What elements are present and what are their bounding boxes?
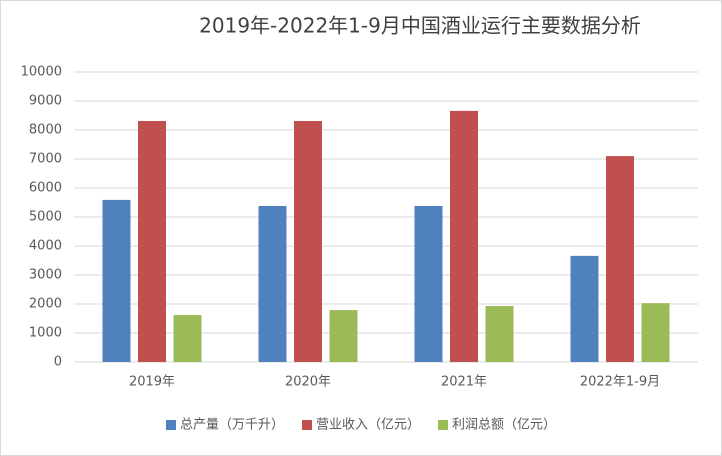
x-tick-label: 2019年 xyxy=(129,375,175,390)
x-tick-label: 2021年 xyxy=(441,375,487,390)
y-tick-label: 0 xyxy=(54,355,62,370)
legend-label: 营业收入（亿元） xyxy=(316,418,420,433)
bar xyxy=(485,306,514,362)
bar xyxy=(294,121,322,362)
y-tick-label: 6000 xyxy=(29,181,62,196)
y-tick-label: 1000 xyxy=(29,326,62,341)
bar xyxy=(450,110,478,362)
legend-swatch xyxy=(301,420,312,430)
legend-label: 利润总额（亿元） xyxy=(452,418,556,433)
y-tick-label: 7000 xyxy=(29,152,62,167)
bar xyxy=(641,303,670,362)
y-tick-label: 3000 xyxy=(29,268,62,283)
bar xyxy=(138,121,166,362)
y-tick-label: 4000 xyxy=(29,239,62,254)
bar xyxy=(570,255,599,362)
legend-swatch xyxy=(438,420,449,430)
bar xyxy=(258,205,287,362)
bar xyxy=(606,156,634,362)
x-tick-label: 2020年 xyxy=(285,375,331,390)
legend-label: 总产量（万千升） xyxy=(180,418,284,433)
bar xyxy=(102,199,131,362)
bar xyxy=(414,205,443,362)
y-tick-label: 10000 xyxy=(21,65,62,80)
bar xyxy=(173,315,202,362)
y-tick-label: 8000 xyxy=(29,123,62,138)
chart-title: 2019年-2022年1-9月中国酒业运行主要数据分析 xyxy=(199,14,641,38)
y-tick-label: 5000 xyxy=(29,210,62,225)
bar xyxy=(329,310,358,362)
legend-swatch xyxy=(165,420,176,430)
x-tick-label: 2022年1-9月 xyxy=(580,375,660,390)
y-tick-label: 9000 xyxy=(29,94,62,109)
y-tick-label: 2000 xyxy=(29,297,62,312)
